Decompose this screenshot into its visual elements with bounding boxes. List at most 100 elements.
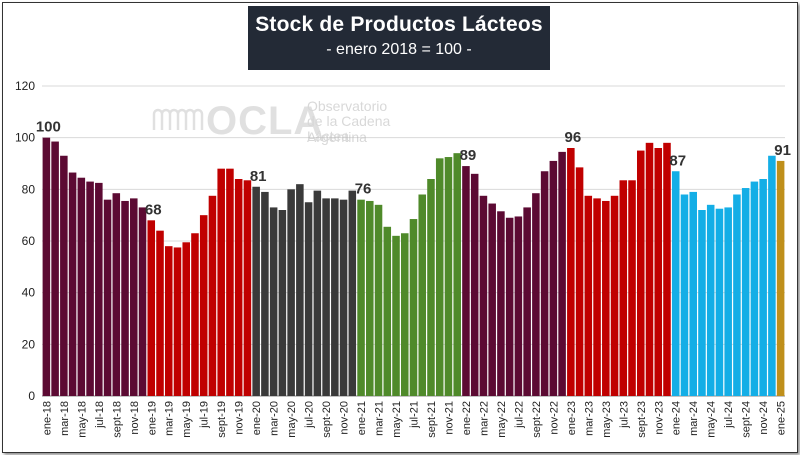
ocla-watermark: OCLA Observatorio de la Cadena Láctea Ar…: [150, 96, 410, 152]
x-tick-label: ene-25: [776, 401, 788, 435]
x-tick-label: jul-21: [409, 401, 421, 429]
bar: [234, 179, 243, 396]
bar: [689, 191, 697, 396]
bar: [671, 171, 680, 396]
x-tick-label: ene-19: [146, 401, 158, 435]
y-tick-label: 0: [28, 389, 35, 403]
x-tick-label: sept-24: [741, 401, 753, 438]
x-tick-label: ene-23: [566, 401, 578, 435]
bar: [357, 199, 365, 396]
bar: [488, 203, 496, 396]
data-label: 81: [250, 168, 267, 185]
watermark-line2: de la Cadena Láctea: [307, 113, 391, 144]
x-tick-label: jul-24: [723, 401, 735, 429]
x-tick-label: nov-21: [443, 401, 455, 435]
bar: [252, 186, 260, 396]
y-tick-label: 60: [22, 234, 36, 248]
x-tick-label: sept-23: [636, 401, 648, 438]
data-label: 89: [460, 147, 477, 164]
bar: [199, 215, 208, 396]
x-tick-label: nov-18: [129, 401, 141, 435]
bar: [540, 171, 549, 396]
x-tick-label: jul-22: [513, 401, 525, 429]
bar: [331, 198, 339, 397]
bar: [182, 242, 190, 396]
x-tick-label: jul-19: [199, 401, 211, 429]
bar: [269, 207, 278, 396]
x-tick-label: ene-18: [41, 401, 53, 435]
x-tick-label: jul-18: [94, 401, 106, 429]
bar: [95, 182, 103, 397]
x-tick-label: may-18: [76, 401, 88, 438]
x-tick-label: ene-20: [251, 401, 263, 435]
bar: [164, 246, 173, 396]
x-tick-label: may-20: [286, 401, 298, 438]
ocla-logo-icon: [152, 108, 204, 130]
bar: [444, 157, 453, 396]
bar: [575, 167, 584, 397]
bar: [226, 168, 234, 396]
data-label: 76: [355, 181, 372, 198]
bar: [348, 190, 357, 397]
bar: [261, 191, 269, 396]
bar: [296, 184, 304, 396]
data-label: 87: [669, 152, 686, 169]
bar: [278, 210, 287, 396]
bar: [287, 189, 295, 396]
title-box: Stock de Productos Lácteos - enero 2018 …: [248, 6, 550, 70]
bar: [637, 150, 645, 396]
data-label: 68: [145, 201, 162, 218]
bar: [366, 200, 374, 396]
x-tick-label: sept-18: [111, 401, 123, 438]
y-tick-label: 100: [15, 131, 35, 145]
bar: [435, 158, 444, 396]
bar: [698, 210, 706, 396]
chart-title: Stock de Productos Lácteos: [255, 13, 543, 36]
bar: [645, 142, 654, 396]
bar: [654, 148, 663, 396]
bar: [339, 199, 348, 396]
x-tick-label: may-19: [181, 401, 193, 438]
x-tick-label: nov-19: [234, 401, 246, 435]
bar: [680, 194, 689, 396]
x-tick-label: mar-20: [269, 401, 281, 436]
bar: [392, 235, 400, 396]
bar: [208, 195, 217, 396]
bar: [383, 226, 392, 396]
bar: [374, 204, 383, 396]
x-tick-label: jul-23: [618, 401, 630, 429]
bar: [68, 172, 77, 396]
bar: [619, 180, 628, 396]
bar: [715, 208, 724, 396]
x-tick-label: ene-24: [671, 401, 683, 435]
bar: [138, 207, 147, 396]
x-tick-label: mar-18: [59, 401, 71, 436]
bar: [706, 204, 715, 396]
x-tick-label: ene-21: [356, 401, 368, 435]
bar: [514, 216, 523, 396]
x-tick-label: jul-20: [304, 401, 316, 429]
bar: [51, 141, 59, 396]
bar: [77, 177, 86, 396]
bar: [549, 160, 558, 396]
bar: [628, 180, 636, 396]
bar: [156, 230, 164, 396]
bar: [505, 217, 514, 396]
bar: [567, 148, 575, 396]
bar: [750, 181, 759, 396]
bar: [147, 220, 156, 396]
bar: [409, 219, 418, 396]
x-tick-label: mar-19: [164, 401, 176, 436]
bar: [42, 137, 51, 397]
x-tick-label: nov-20: [339, 401, 351, 435]
bar: [497, 211, 505, 396]
y-tick-label: 20: [22, 337, 36, 351]
watermark-brand: OCLA: [206, 99, 324, 143]
bar: [418, 194, 427, 396]
bar: [479, 195, 488, 396]
data-label: 100: [36, 119, 61, 136]
bar: [610, 195, 619, 396]
bar: [733, 194, 741, 396]
bar: [400, 233, 409, 396]
